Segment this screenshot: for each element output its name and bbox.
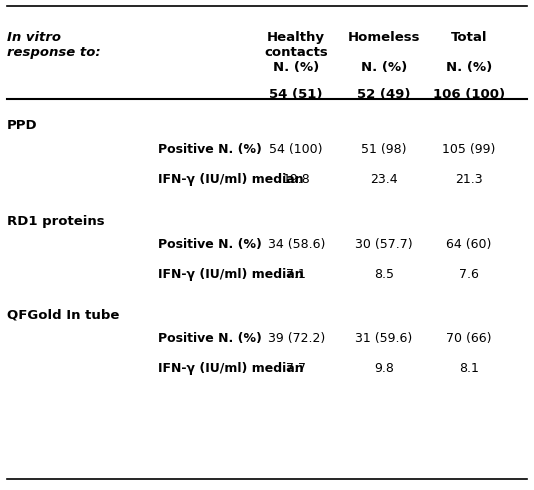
- Text: 23.4: 23.4: [370, 173, 398, 186]
- Text: 8.5: 8.5: [374, 269, 394, 281]
- Text: IFN-γ (IU/ml) median: IFN-γ (IU/ml) median: [158, 173, 304, 186]
- Text: Total: Total: [451, 30, 487, 44]
- Text: N. (%): N. (%): [273, 61, 319, 74]
- Text: 19.8: 19.8: [282, 173, 310, 186]
- Text: 30 (57.7): 30 (57.7): [355, 238, 413, 251]
- Text: QFGold In tube: QFGold In tube: [7, 308, 119, 321]
- Text: IFN-γ (IU/ml) median: IFN-γ (IU/ml) median: [158, 362, 304, 375]
- Text: IFN-γ (IU/ml) median: IFN-γ (IU/ml) median: [158, 269, 304, 281]
- Text: 34 (58.6): 34 (58.6): [268, 238, 325, 251]
- Text: Positive N. (%): Positive N. (%): [158, 332, 262, 345]
- Text: 106 (100): 106 (100): [433, 88, 505, 101]
- Text: N. (%): N. (%): [361, 61, 407, 74]
- Text: 7.1: 7.1: [286, 269, 306, 281]
- Text: Healthy
contacts: Healthy contacts: [264, 30, 328, 59]
- Text: 21.3: 21.3: [455, 173, 483, 186]
- Text: 7.6: 7.6: [459, 269, 479, 281]
- Text: 54 (100): 54 (100): [270, 143, 323, 156]
- Text: 9.8: 9.8: [374, 362, 394, 375]
- Text: Positive N. (%): Positive N. (%): [158, 143, 262, 156]
- Text: 39 (72.2): 39 (72.2): [268, 332, 325, 345]
- Text: 51 (98): 51 (98): [361, 143, 406, 156]
- Text: 31 (59.6): 31 (59.6): [355, 332, 412, 345]
- Text: 8.1: 8.1: [459, 362, 479, 375]
- Text: Positive N. (%): Positive N. (%): [158, 238, 262, 251]
- Text: PPD: PPD: [7, 119, 37, 132]
- Text: 7.7: 7.7: [286, 362, 306, 375]
- Text: RD1 proteins: RD1 proteins: [7, 215, 104, 228]
- Text: Homeless: Homeless: [348, 30, 420, 44]
- Text: In vitro
response to:: In vitro response to:: [7, 30, 100, 59]
- Text: 70 (66): 70 (66): [446, 332, 492, 345]
- Text: 52 (49): 52 (49): [357, 88, 411, 101]
- Text: 54 (51): 54 (51): [270, 88, 323, 101]
- Text: 105 (99): 105 (99): [442, 143, 496, 156]
- Text: 64 (60): 64 (60): [446, 238, 492, 251]
- Text: N. (%): N. (%): [446, 61, 492, 74]
